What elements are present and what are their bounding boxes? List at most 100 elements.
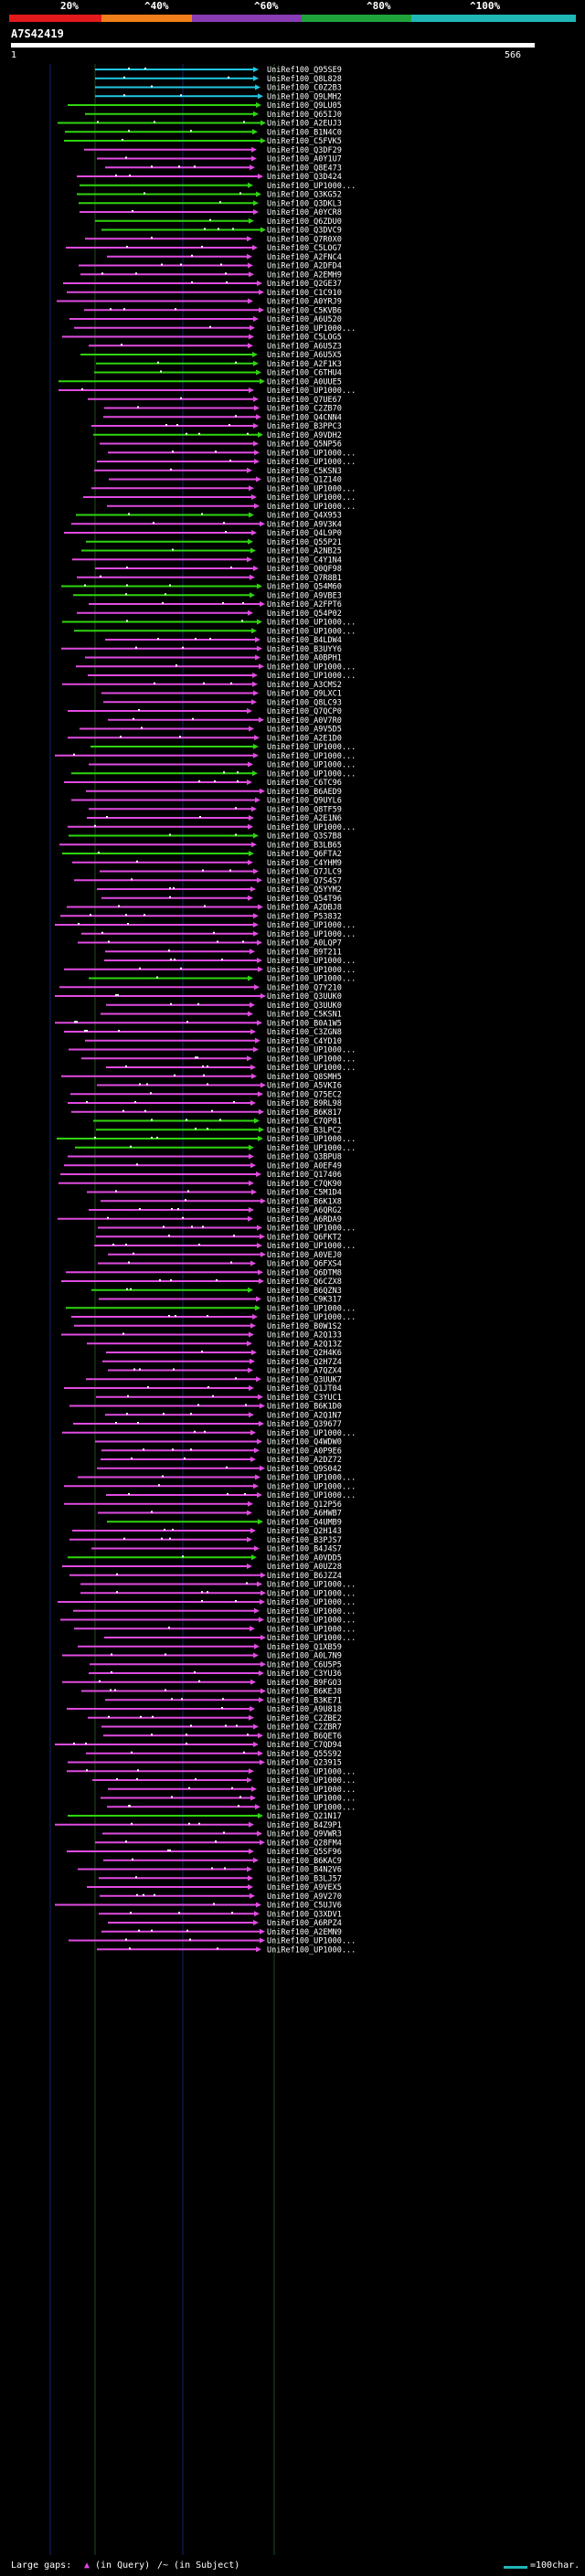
hit-row[interactable]: UniRef100_B6QZN3	[91, 1287, 342, 1296]
hit-label[interactable]: UniRef100_UP1000...	[267, 1617, 356, 1626]
hit-label[interactable]: UniRef100_Q3D424	[267, 173, 342, 182]
hit-row[interactable]: UniRef100_Q6FKT2	[96, 1233, 342, 1242]
hit-label[interactable]: UniRef100_C5KSN3	[267, 467, 342, 476]
hit-row[interactable]: UniRef100_A0YRJ9	[57, 298, 342, 307]
hit-label[interactable]: UniRef100_UP1000...	[267, 493, 356, 503]
hit-row[interactable]: UniRef100_UP1000...	[58, 387, 356, 396]
hit-label[interactable]: UniRef100_Q3DKL3	[267, 199, 342, 208]
hit-row[interactable]: UniRef100_B4Z9P1	[55, 1821, 342, 1830]
hit-row[interactable]: UniRef100_Q54P02	[77, 610, 342, 619]
hit-label[interactable]: UniRef100_Q5NP56	[267, 440, 342, 450]
hit-row[interactable]: UniRef100_UP1000...	[97, 458, 356, 467]
hit-label[interactable]: UniRef100_UP1000...	[267, 1144, 356, 1153]
hit-label[interactable]: UniRef100_UP1000...	[267, 324, 356, 334]
hit-label[interactable]: UniRef100_Q9UYL6	[267, 797, 342, 806]
hit-row[interactable]: UniRef100_Q28FM4	[95, 1839, 342, 1848]
hit-row[interactable]: UniRef100_Q2GE37	[63, 280, 342, 289]
hit-row[interactable]: UniRef100_Q12P56	[64, 1500, 342, 1510]
hit-label[interactable]: UniRef100_A2DFD4	[267, 262, 342, 271]
hit-row[interactable]: UniRef100_B3KE71	[105, 1696, 342, 1705]
hit-label[interactable]: UniRef100_Q54M60	[267, 583, 342, 592]
hit-row[interactable]: UniRef100_C2ZBR7	[101, 1723, 342, 1733]
hit-label[interactable]: UniRef100_C2ZBR7	[267, 1723, 342, 1733]
hit-label[interactable]: UniRef100_A2E1N6	[267, 814, 342, 823]
hit-label[interactable]: UniRef100_A5VKI6	[267, 1082, 342, 1091]
hit-row[interactable]: UniRef100_A6RDA9	[58, 1215, 342, 1224]
hit-label[interactable]: UniRef100_C6THU4	[267, 369, 342, 378]
hit-row[interactable]: UniRef100_A2Q13Z	[87, 1340, 342, 1349]
hit-row[interactable]: UniRef100_B3LJ57	[99, 1874, 342, 1883]
hit-label[interactable]: UniRef100_B4LDW4	[267, 636, 342, 645]
hit-label[interactable]: UniRef100_A7QZX4	[267, 1367, 342, 1376]
hit-row[interactable]: UniRef100_A6RPZ4	[108, 1919, 342, 1928]
hit-row[interactable]: UniRef100_C2ZBE2	[88, 1714, 342, 1723]
hit-label[interactable]: UniRef100_C5FVK5	[267, 137, 342, 146]
hit-label[interactable]: UniRef100_UP1000...	[267, 769, 356, 779]
hit-label[interactable]: UniRef100_A2Q1N7	[267, 1411, 342, 1420]
hit-row[interactable]: UniRef100_A6U520	[69, 315, 342, 324]
hit-row[interactable]: UniRef100_Q6ZDU0	[95, 217, 342, 227]
hit-row[interactable]: UniRef100_A2DBJ8	[67, 904, 342, 913]
hit-row[interactable]: UniRef100_A0VEJ0	[108, 1251, 342, 1260]
hit-label[interactable]: UniRef100_B9FGO3	[267, 1679, 342, 1688]
hit-label[interactable]: UniRef100_C9K317	[267, 1296, 342, 1305]
hit-label[interactable]: UniRef100_A6RPZ4	[267, 1919, 342, 1928]
hit-label[interactable]: UniRef100_A2FPT6	[267, 600, 342, 610]
hit-row[interactable]: UniRef100_Q95SE9	[95, 66, 342, 75]
hit-label[interactable]: UniRef100_Q28FM4	[267, 1839, 342, 1848]
hit-row[interactable]: UniRef100_UP1000...	[81, 1055, 356, 1064]
hit-label[interactable]: UniRef100_UP1000...	[267, 1482, 356, 1491]
hit-label[interactable]: UniRef100_A2Q133	[267, 1331, 342, 1341]
hit-row[interactable]: UniRef100_Q9LXC1	[101, 690, 342, 699]
hit-row[interactable]: UniRef100_Q75EC2	[70, 1090, 342, 1099]
hit-row[interactable]: UniRef100_Q3DVC9	[101, 227, 342, 236]
hit-row[interactable]: UniRef100_Q39677	[73, 1420, 342, 1429]
hit-row[interactable]: UniRef100_Q4WDW0	[95, 1438, 342, 1447]
hit-label[interactable]: UniRef100_B4N2V6	[267, 1866, 342, 1875]
hit-label[interactable]: UniRef100_Q6CZX8	[267, 1277, 342, 1287]
hit-row[interactable]: UniRef100_C5M1D4	[87, 1189, 342, 1198]
hit-label[interactable]: UniRef100_A0VDD5	[267, 1553, 342, 1563]
hit-label[interactable]: UniRef100_C4YD10	[267, 1037, 342, 1046]
hit-label[interactable]: UniRef100_UP1000...	[267, 627, 356, 636]
hit-row[interactable]: UniRef100_Q8E473	[105, 164, 342, 173]
hit-row[interactable]: UniRef100_UP1000...	[106, 1491, 356, 1500]
hit-row[interactable]: UniRef100_Q6DTM8	[66, 1268, 342, 1277]
hit-row[interactable]: UniRef100_UP1000...	[78, 1474, 356, 1483]
hit-label[interactable]: UniRef100_Q1JT04	[267, 1384, 342, 1394]
hit-row[interactable]: UniRef100_Q7UE67	[88, 396, 342, 405]
hit-label[interactable]: UniRef100_A2EMN9	[267, 1928, 342, 1937]
hit-row[interactable]: UniRef100_UP1000...	[92, 1776, 356, 1786]
hit-label[interactable]: UniRef100_A2DBJ8	[267, 904, 342, 913]
hit-label[interactable]: UniRef100_UP1000...	[267, 1224, 356, 1234]
hit-label[interactable]: UniRef100_UP1000...	[267, 761, 356, 770]
hit-row[interactable]: UniRef100_UP1000...	[80, 1589, 356, 1598]
hit-row[interactable]: UniRef100_B0A1W5	[55, 1019, 342, 1028]
hit-row[interactable]: UniRef100_Q2H4K6	[106, 1349, 342, 1358]
hit-label[interactable]: UniRef100_A2EMH9	[267, 270, 342, 280]
hit-label[interactable]: UniRef100_B6KAC9	[267, 1857, 342, 1866]
hit-label[interactable]: UniRef100_B3LB65	[267, 841, 342, 850]
hit-label[interactable]: UniRef100_B6K817	[267, 1108, 342, 1118]
hit-row[interactable]: UniRef100_A0L7N9	[62, 1652, 342, 1661]
hit-row[interactable]: UniRef100_A2FPT6	[89, 600, 342, 610]
hit-row[interactable]: UniRef100_UP1000...	[58, 1598, 356, 1607]
hit-label[interactable]: UniRef100_Q55P21	[267, 538, 342, 547]
hit-label[interactable]: UniRef100_UP1000...	[267, 663, 356, 672]
hit-row[interactable]: UniRef100_Q8TF59	[89, 805, 342, 814]
hit-row[interactable]: UniRef100_Q1JT04	[64, 1384, 342, 1394]
hit-row[interactable]: UniRef100_A9U818	[67, 1705, 342, 1714]
hit-row[interactable]: UniRef100_Q1Z140	[109, 476, 342, 485]
hit-label[interactable]: UniRef100_UP1000...	[267, 1242, 356, 1251]
hit-row[interactable]: UniRef100_C6U5P5	[90, 1660, 342, 1670]
hit-label[interactable]: UniRef100_Q1Z140	[267, 476, 342, 485]
hit-row[interactable]: UniRef100_A0Y1U7	[97, 155, 342, 164]
hit-label[interactable]: UniRef100_UP1000...	[267, 387, 356, 396]
hit-row[interactable]: UniRef100_A9VBE3	[73, 591, 342, 600]
hit-label[interactable]: UniRef100_C5UJV6	[267, 1902, 342, 1911]
hit-row[interactable]: UniRef100_UP1000...	[108, 449, 356, 458]
hit-row[interactable]: UniRef100_C3YUC1	[96, 1394, 342, 1403]
hit-row[interactable]: UniRef100_UP1000...	[69, 1046, 356, 1055]
hit-label[interactable]: UniRef100_UP1000...	[267, 752, 356, 761]
hit-label[interactable]: UniRef100_A0L7N9	[267, 1652, 342, 1661]
